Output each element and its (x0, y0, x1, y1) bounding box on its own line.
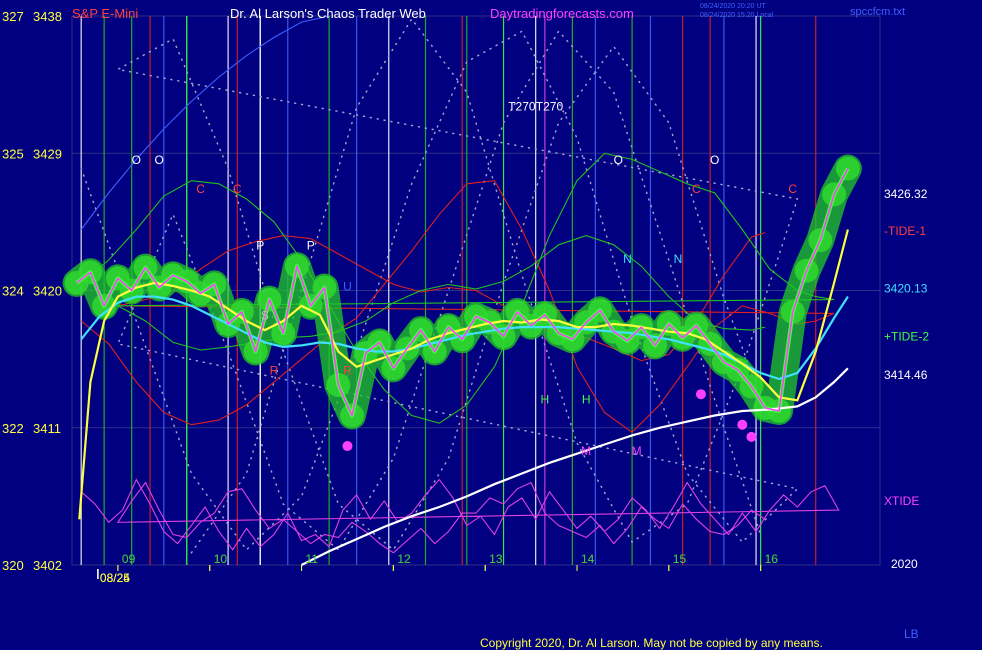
dotted-cycles (80, 17, 799, 554)
cycle-marker: S (261, 308, 269, 322)
right-axis-label: 3420.13 (884, 282, 928, 296)
x-tick-label: 15 (673, 552, 687, 566)
x-tick-label: 16 (765, 552, 779, 566)
date-label: 08/24 (100, 571, 130, 585)
page-title: Dr. Al Larson's Chaos Trader Web (230, 6, 426, 21)
corner-label: LB (904, 627, 919, 641)
x-tick-label: 13 (489, 552, 503, 566)
cycle-marker: R (343, 363, 352, 377)
price-extreme-dot (737, 419, 748, 430)
right-axis-label: XTIDE (884, 494, 919, 508)
x-tick-label: 09 (122, 552, 136, 566)
cycle-marker: C (788, 182, 797, 196)
cycle-marker: O (614, 153, 623, 167)
x-tick-label: 14 (581, 552, 595, 566)
x-tick-label: 13 (489, 552, 503, 566)
right-labels: 3426.32 -TIDE-1 3420.13 +TIDE-2 3414.46 XTIDE (884, 187, 929, 508)
cycle-marker: C (233, 182, 242, 196)
right-axis-label: 3426.32 (884, 187, 928, 201)
yellow-average-line (78, 229, 849, 520)
x-tick-label: 15 (673, 552, 687, 566)
cycle-marker: O (710, 153, 719, 167)
x-tick-label: 16 (765, 552, 779, 566)
series-layer (62, 15, 862, 566)
year-label: 2020 (891, 557, 918, 571)
y-tick-left: 327 (2, 9, 24, 24)
white-average-line (301, 367, 849, 566)
x-tick-label: 11 (306, 552, 319, 566)
price-extreme-dot (695, 389, 706, 400)
y-tick-left: 320 (2, 558, 24, 573)
y-tick-left: 325 (2, 146, 24, 161)
update-time-local: 08/24/2020 15:20 Local (700, 12, 774, 19)
cycle-marker: T270 (536, 100, 564, 114)
y-tick-label: 3438 (33, 9, 62, 24)
earth-line (80, 15, 330, 230)
price-extreme-dot (746, 431, 757, 442)
y-tick-left: 322 (2, 421, 24, 436)
symbol-title: S&P E-Mini (72, 6, 138, 21)
x-tick-label: 12 (397, 552, 411, 566)
site-link[interactable]: Daytradingforecasts.com (490, 6, 634, 21)
right-axis-label: 3414.46 (884, 368, 928, 382)
cycle-marker: M (581, 444, 591, 458)
y-tick-label: 3402 (33, 558, 62, 573)
cycle-marker: R (270, 363, 279, 377)
price-line (76, 168, 849, 417)
cycle-marker: N (674, 252, 683, 266)
price-extreme-dot (342, 441, 353, 452)
x-tick-label: 10 (214, 552, 228, 566)
update-time-ut: 08/24/2020 20:20 UT (700, 3, 766, 10)
cycle-marker: N (623, 252, 632, 266)
y-tick-left: 324 (2, 284, 24, 299)
cycle-marker: T270 (508, 100, 536, 114)
y-tick-label: 3420 (33, 284, 62, 299)
x-tick-label: 10 (214, 552, 228, 566)
cycle-marker: P (256, 238, 264, 252)
marker-layer: O C P R T270 H M O N C O C P S R U T270 H M O N C (132, 100, 798, 459)
y-tick-label: 3429 (33, 146, 62, 161)
x-tick-label: 11 (306, 552, 319, 566)
cycle-marker: P (307, 238, 315, 252)
axis-layer: 327 3438 325 3429 324 3420 322 3411 320 3402 09 10 1… (2, 9, 778, 585)
xtide-line (80, 478, 840, 554)
data-file-name: spccfcm.txt (850, 6, 905, 18)
cycle-marker: C (692, 182, 701, 196)
cycle-marker: H (582, 392, 591, 406)
cycle-marker: M (632, 444, 642, 458)
y-tick-label: 3411 (33, 421, 61, 436)
right-axis-label: +TIDE-2 (884, 329, 929, 343)
right-axis-label: -TIDE-1 (884, 224, 926, 238)
dotted-cycle-line (80, 30, 799, 551)
cycle-marker: O (155, 153, 164, 167)
x-tick-label: 09 (122, 552, 136, 566)
cycle-marker: O (132, 153, 141, 167)
cycle-marker: U (343, 280, 352, 294)
cycle-marker: C (196, 182, 205, 196)
x-tick-label: 12 (397, 552, 411, 566)
cyan-average-line (80, 295, 849, 381)
x-tick-label: 14 (581, 552, 595, 566)
cycle-marker: H (541, 392, 550, 406)
date-label: 08/25 (100, 571, 130, 585)
copyright-notice: Copyright 2020, Dr. Al Larson. May not b… (480, 636, 823, 650)
